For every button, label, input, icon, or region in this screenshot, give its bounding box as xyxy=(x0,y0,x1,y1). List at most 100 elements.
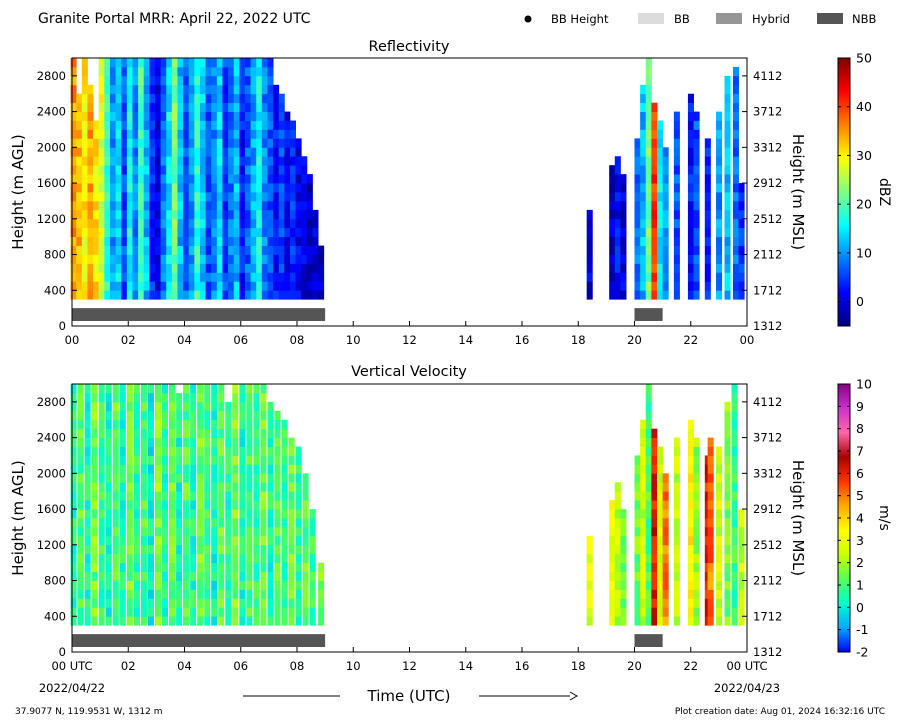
data-cell xyxy=(91,446,98,456)
data-cell xyxy=(239,138,246,148)
data-cell xyxy=(112,482,119,492)
data-cell xyxy=(91,535,98,546)
data-cell xyxy=(586,245,593,255)
data-cell xyxy=(289,192,296,202)
data-cell xyxy=(147,464,154,474)
data-cell xyxy=(724,437,731,447)
data-cell xyxy=(738,544,745,555)
data-cell xyxy=(732,281,739,291)
data-cell xyxy=(244,84,251,95)
data-cell xyxy=(93,183,100,193)
data-cell xyxy=(261,272,268,282)
data-cell xyxy=(704,200,711,211)
data-cell xyxy=(731,491,738,501)
data-cell xyxy=(256,245,263,255)
data-column xyxy=(640,84,647,300)
data-column xyxy=(143,58,150,300)
data-cell xyxy=(190,464,197,474)
data-cell xyxy=(194,75,201,86)
data-cell xyxy=(738,290,745,300)
data-cell xyxy=(166,236,173,246)
data-cell xyxy=(204,437,211,447)
data-cell xyxy=(614,518,621,528)
data-cell xyxy=(133,589,140,599)
data-cell xyxy=(651,218,658,229)
data-cell xyxy=(657,509,664,519)
y-tick-label: 0 xyxy=(59,645,66,659)
data-cell xyxy=(194,281,201,291)
data-cell xyxy=(126,254,133,264)
data-cell xyxy=(104,93,111,104)
data-column xyxy=(138,58,145,300)
data-cell xyxy=(76,129,83,139)
data-cell xyxy=(256,84,263,95)
data-cell xyxy=(218,571,225,581)
data-column xyxy=(77,384,84,626)
data-cell xyxy=(126,589,133,599)
reflectivity-ylabel-right: Height (m MSL) xyxy=(789,134,807,250)
data-cell xyxy=(250,209,257,220)
data-cell xyxy=(256,209,263,220)
data-cell xyxy=(197,526,204,537)
data-cell xyxy=(104,209,111,220)
data-cell xyxy=(70,209,77,220)
data-cell xyxy=(731,518,738,528)
data-cell xyxy=(194,66,201,77)
data-cell xyxy=(246,464,253,474)
data-cell xyxy=(205,281,212,291)
data-cell xyxy=(673,571,680,581)
data-cell xyxy=(216,200,223,211)
data-cell xyxy=(693,580,700,590)
data-cell xyxy=(620,281,627,291)
data-cell xyxy=(98,75,105,86)
data-cell xyxy=(261,281,268,291)
data-cell xyxy=(640,93,647,104)
data-cell xyxy=(261,290,268,300)
data-cell xyxy=(216,147,223,157)
y-right-tick-label: 4112 xyxy=(753,395,782,409)
data-cell xyxy=(199,245,206,255)
data-cell xyxy=(724,589,731,599)
data-cell xyxy=(190,580,197,590)
data-cell xyxy=(176,509,183,519)
data-cell xyxy=(211,111,218,121)
data-cell xyxy=(77,464,84,474)
x-tick-label: 06 xyxy=(233,659,248,673)
data-cell xyxy=(98,272,105,282)
data-cell xyxy=(244,281,251,291)
data-cell xyxy=(115,102,122,112)
data-cell xyxy=(77,500,84,510)
data-cell xyxy=(112,455,119,465)
data-cell xyxy=(154,446,161,456)
data-cell xyxy=(233,281,240,291)
data-cell xyxy=(278,138,285,148)
data-cell xyxy=(87,227,94,238)
data-cell xyxy=(318,607,325,617)
data-cell xyxy=(244,192,251,202)
data-cell xyxy=(133,562,140,572)
data-cell xyxy=(199,236,206,246)
data-cell xyxy=(273,209,280,220)
data-cell xyxy=(645,129,652,139)
data-cell xyxy=(673,607,680,617)
data-cell xyxy=(154,535,161,546)
data-cell xyxy=(109,200,116,211)
data-cell xyxy=(586,535,593,546)
data-cell xyxy=(657,544,664,555)
data-cell xyxy=(301,236,308,246)
data-cell xyxy=(147,598,154,608)
data-cell xyxy=(138,66,145,77)
data-cell xyxy=(204,455,211,465)
bb-legend-swatch xyxy=(638,13,664,24)
data-cell xyxy=(640,192,647,202)
data-cell xyxy=(609,553,616,564)
data-cell xyxy=(687,428,694,438)
data-cell xyxy=(724,102,731,112)
data-cell xyxy=(183,392,190,403)
data-cell xyxy=(256,138,263,148)
data-cell xyxy=(309,544,316,555)
data-cell xyxy=(228,272,235,282)
data-cell xyxy=(731,446,738,456)
data-cell xyxy=(87,165,94,175)
data-cell xyxy=(126,84,133,95)
